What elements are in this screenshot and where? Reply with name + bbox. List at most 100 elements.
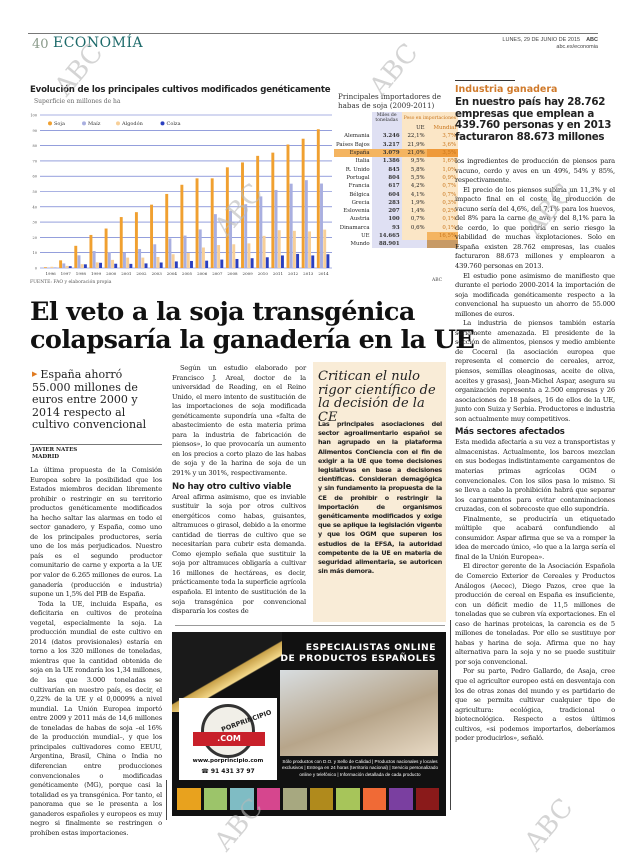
bar-colza — [145, 263, 148, 268]
cell-tonnes: 207 — [372, 207, 402, 215]
bar-soja — [287, 145, 290, 268]
ad-rule — [175, 625, 445, 626]
bar-maíz — [320, 184, 323, 268]
box-text: Las principales asociaciones del sector … — [318, 420, 442, 576]
ad-description: Sólo productos con D.O. y Sello de Calid… — [280, 759, 440, 778]
bar-soja — [317, 129, 320, 268]
headline-line-2: colapsaría la ganadería en la UE — [30, 326, 474, 354]
x-tick-label: 2007 — [212, 271, 223, 276]
cell-country: Países Bajos — [334, 141, 372, 149]
bar-algodón — [263, 236, 266, 268]
category-swatch[interactable] — [310, 788, 334, 810]
paragraph: Por su parte, Pedro Gallardo, de Asaja, … — [455, 667, 615, 743]
category-swatch[interactable] — [204, 788, 228, 810]
y-tick-label: 10 — [33, 251, 37, 255]
ad-url[interactable]: www.porprincipio.com — [179, 758, 277, 764]
subhead-text: España ahorró 55.000 millones de euros e… — [32, 368, 146, 431]
category-swatch[interactable] — [363, 788, 387, 810]
paragraph: La industria de piensos también estaría … — [455, 319, 615, 424]
bar-soja — [196, 178, 199, 268]
bar-soja — [59, 260, 62, 268]
x-tick-label: 2002 — [136, 271, 147, 276]
bar-maíz — [93, 251, 96, 268]
category-swatch[interactable] — [177, 788, 201, 810]
category-swatch[interactable] — [257, 788, 281, 810]
bar-colza — [190, 261, 193, 268]
cell-world: 0,3% — [427, 199, 458, 207]
cell-country: España — [334, 149, 372, 157]
cell-eu: 5,5% — [402, 174, 427, 182]
cell-eu: 22,1% — [402, 132, 427, 140]
brand: ABC — [586, 37, 598, 43]
bar-colza — [220, 260, 223, 268]
column-divider — [166, 780, 167, 820]
y-tick-label: 30 — [33, 221, 37, 225]
cell-eu: 5,8% — [402, 165, 427, 173]
cell-eu: 0,7% — [402, 215, 427, 223]
bar-maíz — [214, 214, 217, 268]
bar-maíz — [138, 249, 141, 268]
category-swatch[interactable] — [336, 788, 360, 810]
cell-eu: 0,6% — [402, 224, 427, 232]
bar-colza — [114, 264, 117, 268]
bar-colza — [266, 257, 269, 268]
cell-country: Dinamarca — [334, 224, 372, 232]
legend-label: Soja — [54, 121, 65, 127]
headline-line-1: El veto a la soja transgénica — [30, 298, 474, 326]
date: LUNES, 29 DE JUNIO DE 2015 — [502, 37, 580, 43]
ad-title-line: DE PRODUCTOS ESPAÑOLES — [280, 653, 436, 664]
x-tick-label: 2006 — [197, 271, 208, 276]
cell-country: Grecia — [334, 199, 372, 207]
category-swatch[interactable] — [283, 788, 307, 810]
bar-colza — [129, 264, 132, 268]
bar-colza — [296, 254, 299, 268]
logo-text: PORPRINCIPIO — [220, 708, 272, 734]
bar-algodón — [96, 262, 99, 268]
cell-eu: 4,2% — [402, 182, 427, 190]
bar-colza — [251, 258, 254, 268]
bar-maíz — [229, 211, 232, 268]
bar-maíz — [108, 252, 111, 268]
bar-maíz — [259, 196, 262, 268]
bar-colza — [160, 262, 163, 268]
bar-algodón — [202, 247, 205, 268]
section-url: abc.es/economia — [556, 44, 598, 50]
chart-title: Evolución de los principales cultivos mo… — [30, 85, 330, 95]
legend-marker — [116, 121, 120, 125]
bar-algodón — [217, 245, 220, 268]
category-swatch[interactable] — [230, 788, 254, 810]
bar-algodón — [232, 244, 235, 268]
category-swatch[interactable] — [416, 788, 440, 810]
paragraph: El precio de los piensos subiría un 11,3… — [455, 186, 615, 272]
cell-country: Italia — [334, 157, 372, 165]
bar-maíz — [244, 204, 247, 268]
bar-algodón — [323, 230, 326, 268]
x-tick-label: 2000 — [106, 271, 117, 276]
x-tick-label: 2003 — [152, 271, 163, 276]
header-share: Peso en importaciones — [402, 112, 458, 124]
bar-colza — [326, 254, 329, 268]
x-tick-label: 2011 — [273, 271, 283, 276]
bar-colza — [84, 264, 87, 268]
y-tick-label: 90 — [33, 129, 37, 133]
bar-soja — [226, 167, 229, 268]
bar-maíz — [168, 238, 171, 268]
header-rule — [28, 33, 598, 34]
cell-tonnes: 804 — [372, 174, 402, 182]
legend-label: Algodón — [121, 120, 144, 127]
paragraph: El estudio pone asimismo de manifiesto q… — [455, 272, 615, 320]
paragraph: El director gerente de la Asociación Esp… — [455, 562, 615, 667]
cell-world: 0,2% — [427, 207, 458, 215]
graphic-credit: ABC — [432, 278, 442, 283]
cell-country: Bélgica — [334, 190, 372, 198]
category-swatch[interactable] — [389, 788, 413, 810]
